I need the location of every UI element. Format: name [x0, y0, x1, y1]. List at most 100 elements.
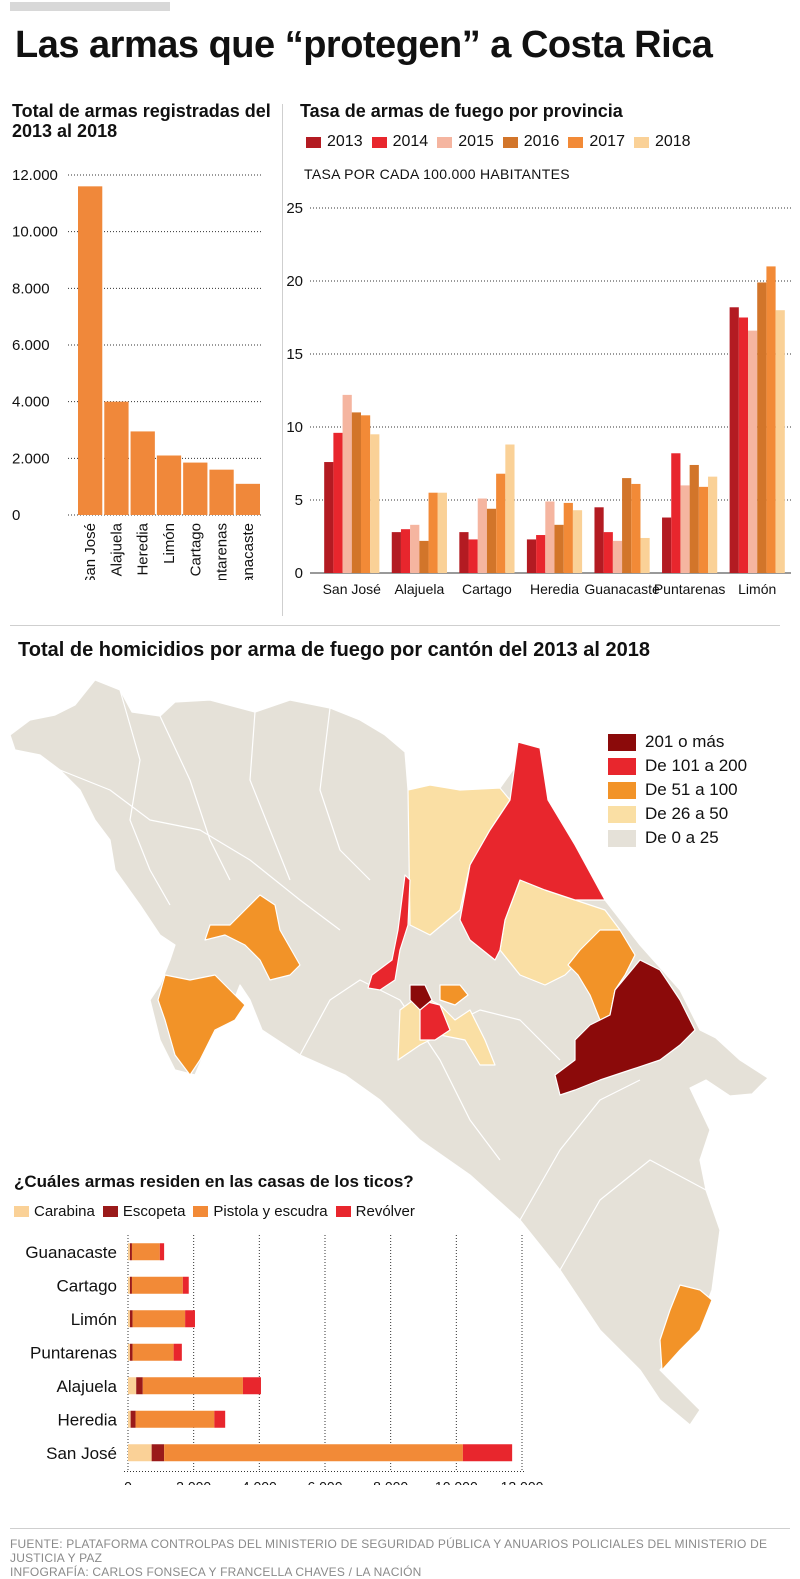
legend-swatch: [608, 805, 636, 823]
map-region-101-200: [459, 741, 606, 961]
bar: [496, 473, 506, 573]
footer-credit: INFOGRAFÍA: CARLOS FONSECA Y FRANCELLA C…: [10, 1565, 422, 1579]
bar: [612, 540, 623, 573]
bar: [738, 317, 749, 573]
bar: [708, 476, 718, 573]
bar-segment: [182, 1276, 189, 1294]
section-divider: [10, 625, 780, 626]
total-arms-title: Total de armas registradas del 2013 al 2…: [12, 101, 271, 141]
rate-title: Tasa de armas de fuego por provincia: [300, 101, 623, 121]
legend-item: 2016: [502, 133, 560, 151]
footer: FUENTE: PLATAFORMA CONTROLPAS DEL MINIST…: [10, 1528, 790, 1579]
bar-segment: [159, 1243, 165, 1261]
bar: [748, 330, 758, 573]
legend-swatch: [102, 1206, 118, 1217]
bar: [156, 455, 182, 515]
bar-segment: [151, 1444, 165, 1462]
y-tick-label: 20: [286, 273, 303, 290]
rate-legend: 2013 2014 2015 2016 2017 2018: [306, 133, 700, 151]
y-tick-label: 2.000: [12, 450, 50, 467]
legend-swatch: [608, 781, 636, 799]
bar: [505, 444, 515, 573]
legend-label: De 0 a 25: [645, 828, 719, 847]
bar: [775, 310, 785, 573]
bar: [572, 510, 583, 573]
legend-label: 201 o más: [645, 732, 725, 751]
x-tick-label: Limón: [738, 581, 776, 597]
y-tick-label: 25: [286, 200, 303, 217]
bar: [671, 453, 681, 573]
homicides-title: Total de homicidios por arma de fuego po…: [18, 639, 651, 661]
bar: [631, 483, 641, 573]
y-tick-label: 15: [286, 346, 303, 363]
bar-segment: [128, 1243, 130, 1261]
legend-label: 2016: [523, 133, 560, 150]
top-bar: [10, 2, 170, 11]
legend-swatch: [14, 1206, 29, 1217]
bar-segment: [128, 1276, 130, 1294]
legend-label: De 101 a 200: [645, 756, 748, 775]
x-tick-label: Puntarenas: [654, 581, 726, 597]
bar-segment: [185, 1310, 195, 1328]
bar: [757, 282, 767, 573]
x-tick-label: Heredia: [530, 581, 579, 597]
map-legend-item: 201 o más: [608, 730, 747, 754]
bar: [662, 517, 672, 573]
y-tick-label: Alajuela: [57, 1377, 118, 1396]
legend-swatch: [608, 757, 636, 775]
bar-segment: [128, 1310, 130, 1328]
x-tick-label: Guanacaste: [584, 581, 660, 597]
bar: [486, 508, 497, 573]
x-tick-label: 8.000: [373, 1479, 408, 1486]
bar: [594, 507, 604, 573]
x-tick-label: 0: [124, 1479, 132, 1486]
weapons-chart: 0 2.000 4.000 6.000 8.000 10.000 12.000 Guanaca…: [25, 1235, 544, 1486]
bar: [78, 186, 103, 516]
bar: [554, 524, 564, 573]
x-tick-label: 4.000: [242, 1479, 277, 1486]
legend-item: Carabina: [14, 1203, 95, 1220]
x-tick-label: Guanacaste: [240, 523, 257, 580]
legend-swatch: [608, 829, 636, 847]
y-tick-label: 0: [12, 507, 20, 524]
bar: [104, 401, 129, 515]
legend-item: Pistola y escudra: [193, 1203, 328, 1220]
y-tick-label: Cartago: [57, 1276, 117, 1295]
bar: [766, 266, 776, 573]
bar: [640, 537, 650, 573]
bar-segment: [128, 1444, 152, 1462]
y-tick-label: San José: [46, 1444, 117, 1463]
map-legend-item: De 51 a 100: [608, 778, 747, 802]
map-region-201-plus: [554, 959, 696, 1096]
bar-segment: [132, 1343, 174, 1361]
bar: [468, 539, 478, 573]
y-tick-label: Limón: [71, 1310, 117, 1329]
legend-swatch: [193, 1206, 209, 1217]
y-tick-label: Puntarenas: [30, 1343, 117, 1362]
y-tick-label: Guanacaste: [25, 1243, 117, 1262]
map-region-101-200: [419, 999, 451, 1041]
y-tick-label: 10.000: [12, 224, 58, 241]
bar: [400, 529, 411, 573]
bar-segment: [129, 1310, 133, 1328]
bar-segment: [128, 1343, 130, 1361]
x-tick-label: San José: [82, 523, 99, 580]
bar: [563, 502, 573, 573]
legend-item: 2017: [568, 133, 625, 151]
bar: [183, 462, 208, 515]
bar: [209, 469, 234, 515]
map-legend: 201 o más De 101 a 200 De 51 a 100 De 26 a …: [608, 730, 747, 850]
bar-segment: [136, 1377, 143, 1395]
x-tick-label: San José: [323, 581, 382, 597]
rate-chart: 0 5 10 15 20 25 San José Alajuela Cartago Heredia…: [286, 200, 791, 597]
legend-swatch: [437, 136, 453, 148]
legend-label: Carabina: [34, 1203, 95, 1220]
legend-label: Revólver: [355, 1203, 415, 1220]
bar: [545, 501, 555, 573]
bar: [130, 431, 155, 515]
bar-segment: [129, 1343, 133, 1361]
bar-segment: [129, 1276, 132, 1294]
bar-segment: [128, 1377, 137, 1395]
total-arms-chart: 0 2.000 4.000 6.000 8.000 10.000 12.000 San Jos…: [12, 167, 262, 580]
bar-segment: [128, 1410, 131, 1428]
